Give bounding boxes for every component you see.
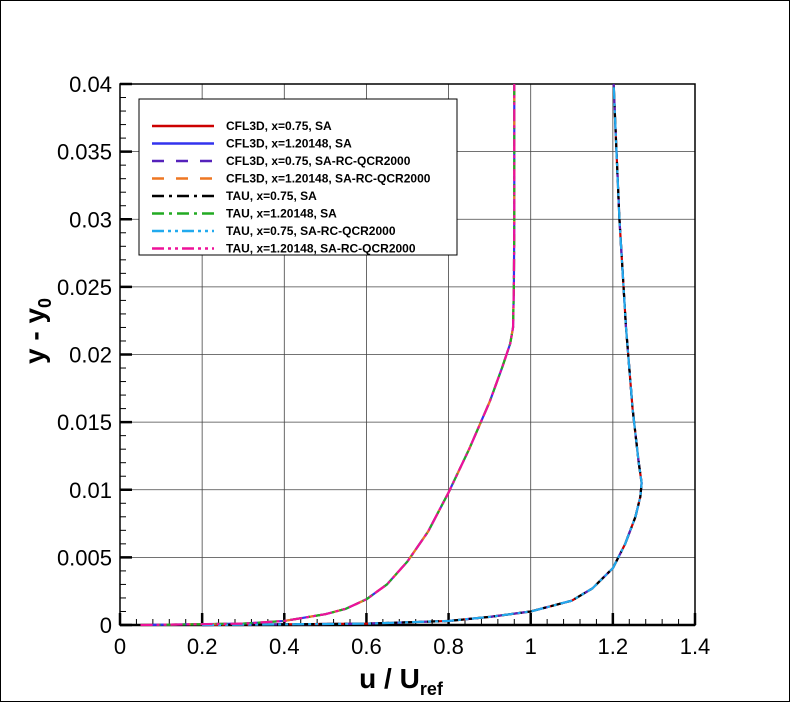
y-tick-label: 0.04: [69, 72, 112, 97]
legend-label: TAU, x=1.20148, SA: [226, 207, 337, 221]
y-tick-label: 0.005: [57, 545, 112, 570]
x-tick-label: 1: [525, 634, 537, 659]
legend-label: TAU, x=1.20148, SA-RC-QCR2000: [226, 242, 416, 256]
y-tick-label: 0.01: [69, 478, 112, 503]
y-tick-label: 0.025: [57, 275, 112, 300]
legend-label: TAU, x=0.75, SA: [226, 189, 317, 203]
legend-label: CFL3D, x=0.75, SA: [226, 119, 332, 133]
x-tick-label: 0: [114, 634, 126, 659]
legend-label: TAU, x=0.75, SA-RC-QCR2000: [226, 224, 396, 238]
y-tick-label: 0: [100, 613, 112, 638]
y-tick-label: 0.02: [69, 343, 112, 368]
legend-label: CFL3D, x=1.20148, SA: [226, 137, 352, 151]
x-tick-label: 1.4: [680, 634, 711, 659]
series-line-7: [202, 83, 643, 627]
y-axis-title: y - y0: [19, 298, 55, 364]
legend-label: CFL3D, x=0.75, SA-RC-QCR2000: [226, 154, 411, 168]
y-tick-label: 0.03: [69, 207, 112, 232]
x-tick-label: 0.2: [187, 634, 218, 659]
y-tick-label: 0.035: [57, 140, 112, 165]
x-tick-label: 0.4: [269, 634, 300, 659]
series-line-8: [140, 84, 516, 627]
y-tick-label: 0.015: [57, 410, 112, 435]
x-tick-label: 0.8: [433, 634, 464, 659]
x-tick-label: 1.2: [598, 634, 629, 659]
x-axis-title: u / Uref: [359, 663, 444, 699]
legend-label: CFL3D, x=1.20148, SA-RC-QCR2000: [226, 172, 431, 186]
x-tick-label: 0.6: [351, 634, 382, 659]
